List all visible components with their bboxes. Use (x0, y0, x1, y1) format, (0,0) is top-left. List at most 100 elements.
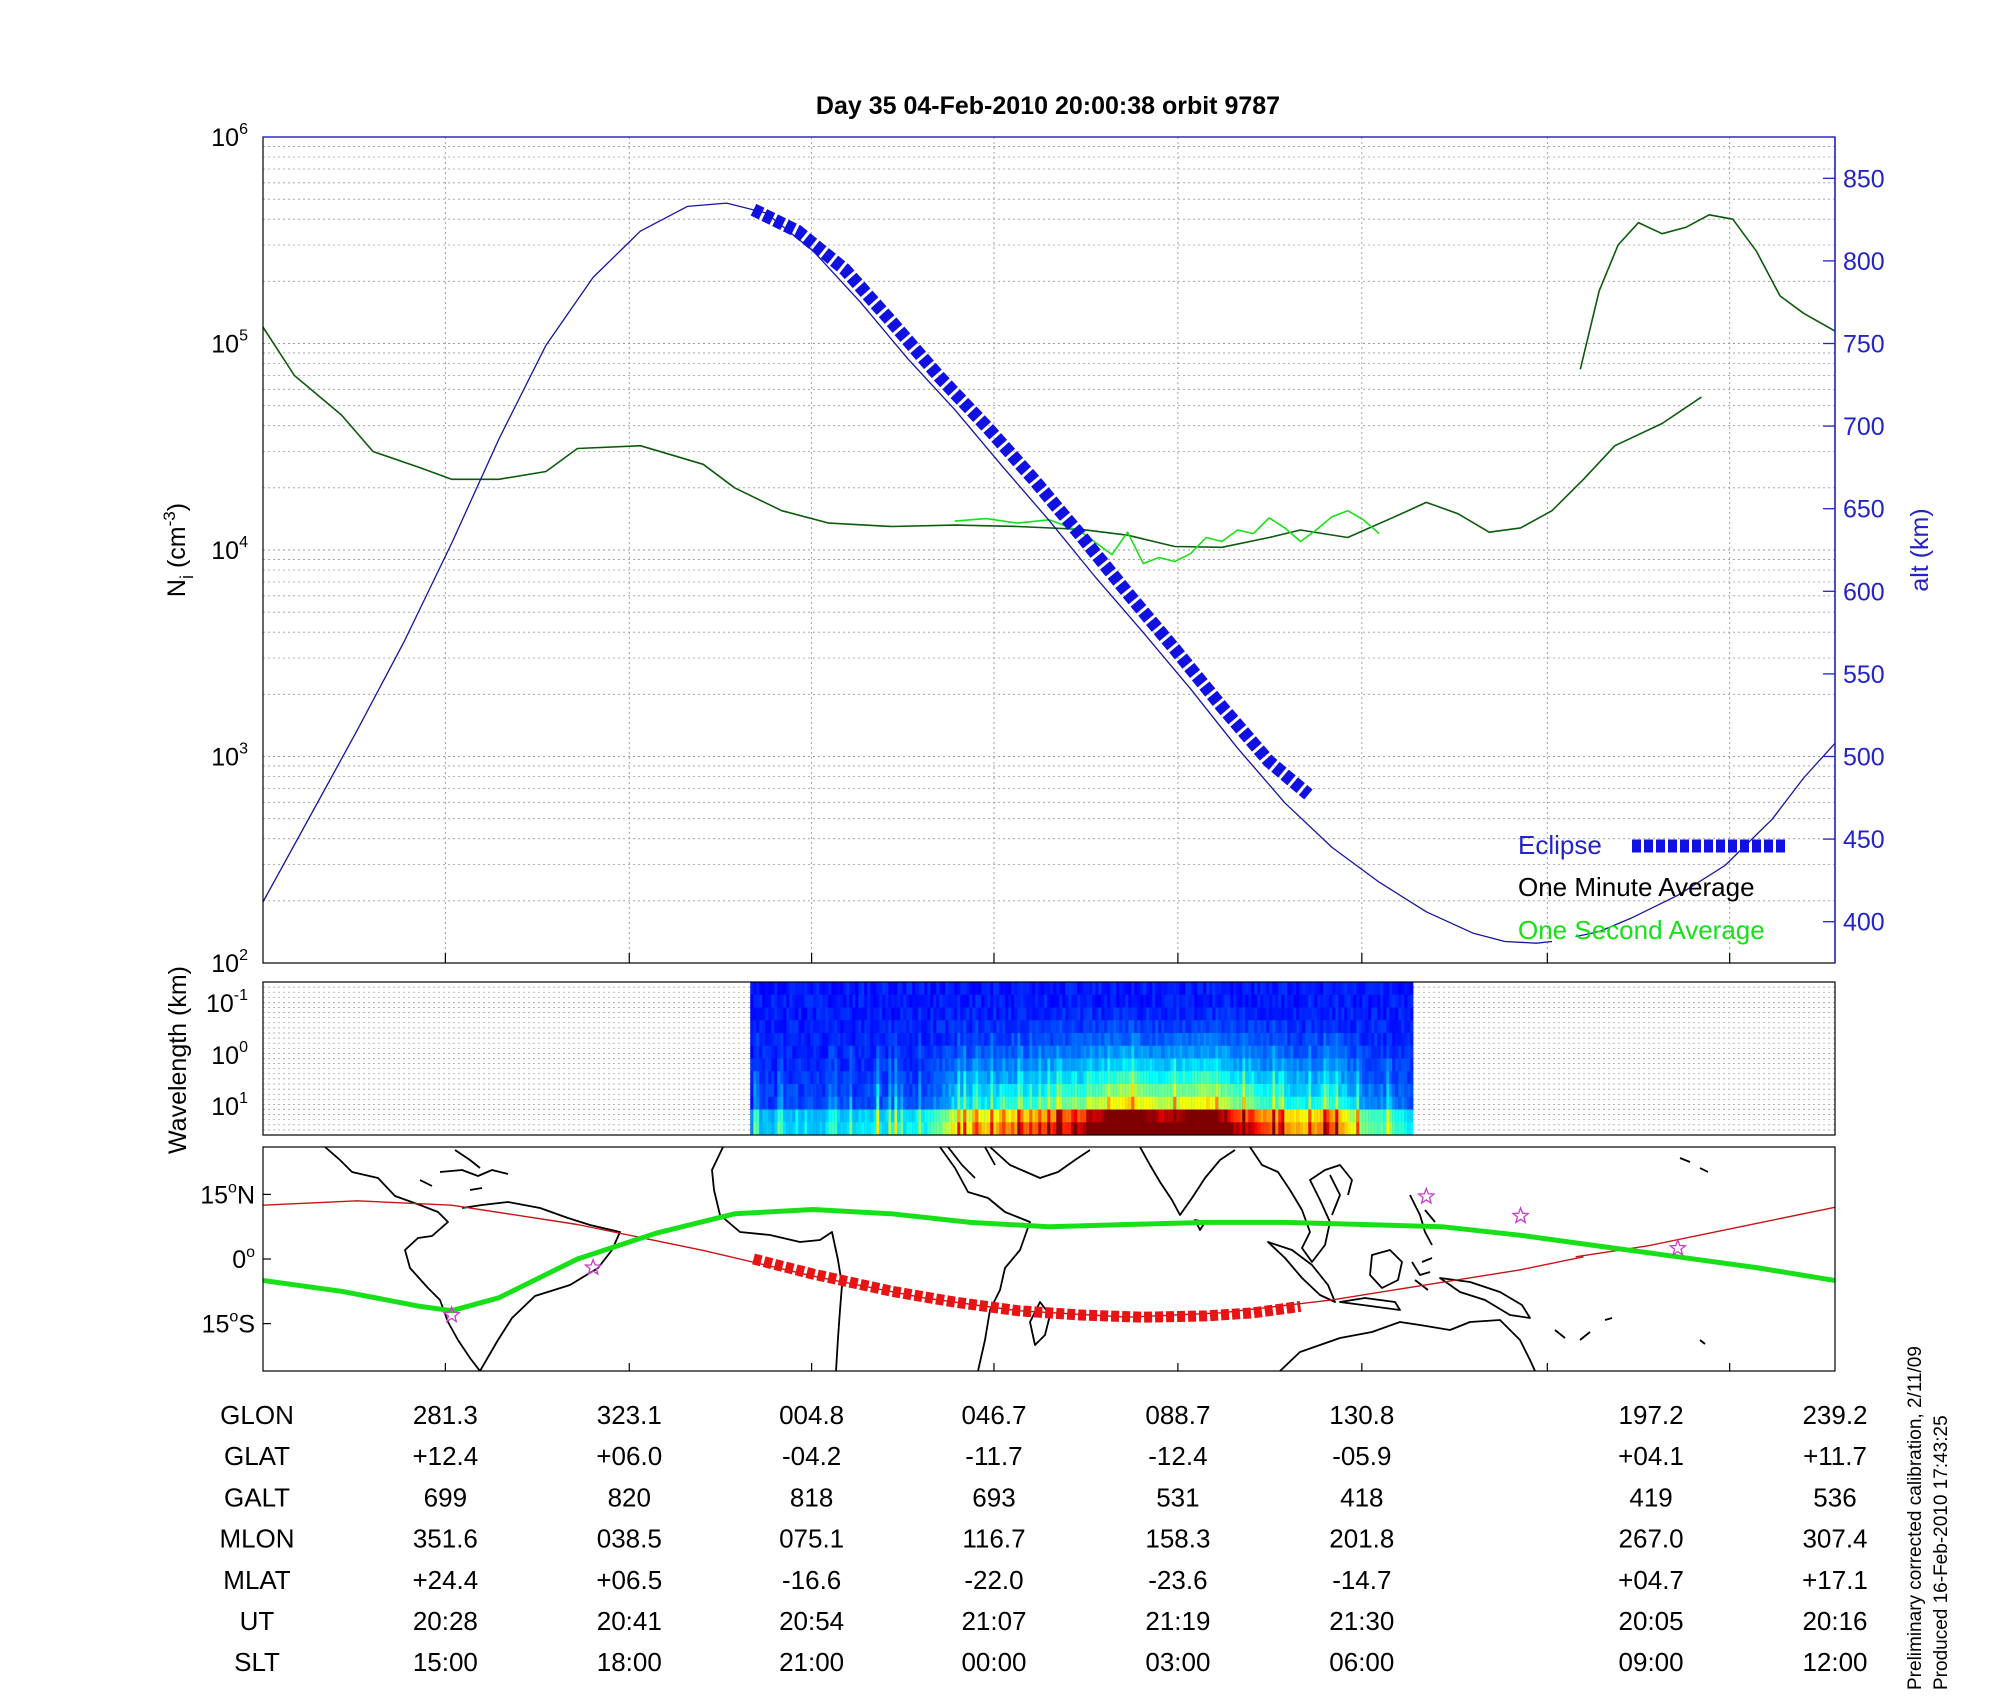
spectrogram-cell (1236, 1033, 1240, 1047)
coast-new-guinea (1439, 1277, 1531, 1319)
spectrogram-cell (750, 1020, 754, 1034)
map-x-ticks (444, 1363, 1731, 1371)
spectrogram-cell (1056, 1007, 1060, 1021)
spectrogram-cell (1377, 1033, 1381, 1047)
spectrogram-cell (1248, 1122, 1252, 1135)
spectrogram-cell (942, 1058, 946, 1072)
spectrogram-cell (1029, 1007, 1033, 1021)
spectrogram-cell (1323, 1007, 1327, 1021)
spectrogram-cell (1143, 1084, 1147, 1098)
spectrogram-cell (1134, 1071, 1138, 1085)
spectrogram-cell (1308, 1045, 1312, 1059)
spectrogram-cell (834, 1071, 838, 1085)
spectrogram-cell (846, 1071, 850, 1085)
spectrogram-cell (759, 1020, 763, 1034)
spectrogram-cell (1224, 1096, 1228, 1110)
spectrogram-cell (1344, 1109, 1348, 1123)
spectrogram-cell (939, 1058, 943, 1072)
spectrogram-cell (1380, 994, 1384, 1008)
spectrogram-cell (1251, 1109, 1255, 1123)
spectrogram-cell (798, 1058, 802, 1072)
alt-tick-label: 500 (1843, 744, 1885, 772)
spectrogram-cell (1224, 1122, 1228, 1135)
spectrogram-cell (924, 994, 928, 1008)
spectrogram-cell (1284, 1122, 1288, 1135)
spectrogram-cell (978, 982, 982, 996)
spectrogram-cell (1257, 1033, 1261, 1047)
spectrogram-cell (960, 1122, 964, 1135)
spectrogram-cell (1380, 982, 1384, 996)
spectrogram-cell (999, 1033, 1003, 1047)
spectrogram-cell (1050, 1058, 1054, 1072)
spectrogram-cell (1131, 982, 1135, 996)
spectrogram-cell (1326, 1084, 1330, 1098)
spectrogram-cell (1185, 982, 1189, 996)
spectrogram-cell (900, 1096, 904, 1110)
spectrogram-cell (855, 1058, 859, 1072)
spectrogram-cell (1005, 1096, 1009, 1110)
spectrogram-cell (1209, 1096, 1213, 1110)
spectrogram-cell (1272, 1007, 1276, 1021)
spectrogram-cell (1383, 1033, 1387, 1047)
spectrogram-cell (1212, 1071, 1216, 1085)
spectrogram-cell (1116, 1122, 1120, 1135)
spectrogram-cell (1236, 1084, 1240, 1098)
spectrogram-cell (1011, 1109, 1015, 1123)
spectrogram-cell (1092, 1084, 1096, 1098)
spectrogram-cell (1239, 1109, 1243, 1123)
spectrogram-cell (1392, 1058, 1396, 1072)
spectrogram-cell (1236, 1122, 1240, 1135)
spectrogram-cell (1002, 1045, 1006, 1059)
spectrogram-cell (915, 1109, 919, 1123)
spectrogram-cell (1236, 982, 1240, 996)
spectrogram-cell (1335, 1058, 1339, 1072)
spectrogram-cell (867, 994, 871, 1008)
spectrogram-cell (1359, 1045, 1363, 1059)
spectrogram-cell (975, 1045, 979, 1059)
spectrogram-cell (1212, 982, 1216, 996)
spectrogram-cell (1146, 1084, 1150, 1098)
spectrogram-cell (822, 1045, 826, 1059)
spectrogram-cell (885, 1058, 889, 1072)
spectrogram-cell (1104, 1122, 1108, 1135)
spectrogram-cell (1191, 1033, 1195, 1047)
spectrogram-cell (966, 1033, 970, 1047)
spectrogram-cell (1209, 1109, 1213, 1123)
spectrogram-cell (1299, 1058, 1303, 1072)
spectrogram-cell (1020, 1007, 1024, 1021)
spectrogram-cell (1245, 982, 1249, 996)
spectrogram-cell (1176, 1020, 1180, 1034)
spectrogram-cell (804, 1007, 808, 1021)
spectrogram-cell (1227, 1020, 1231, 1034)
spectrogram-cell (1263, 1096, 1267, 1110)
spectrogram-cell (795, 1122, 799, 1135)
spectrogram-cell (1140, 1071, 1144, 1085)
spectrogram-cell (1218, 1020, 1222, 1034)
spectrogram-cell (1053, 1020, 1057, 1034)
spectrogram-cell (1161, 982, 1165, 996)
spectrogram-cell (999, 1058, 1003, 1072)
spectrogram-cell (1008, 1071, 1012, 1085)
spectrogram-cell (1083, 1007, 1087, 1021)
spectrogram-cell (1224, 1045, 1228, 1059)
spectrogram-cell (1368, 1007, 1372, 1021)
spectrogram-cell (1257, 1071, 1261, 1085)
spectrogram-cell (942, 1045, 946, 1059)
spectrogram-cell (1158, 994, 1162, 1008)
spectrogram-cell (1173, 1071, 1177, 1085)
spectrogram-cell (1344, 1084, 1348, 1098)
spectrogram-cell (1386, 1096, 1390, 1110)
spectrogram-cell (810, 1071, 814, 1085)
spectrogram-cell (903, 1033, 907, 1047)
spectrogram-cell (843, 982, 847, 996)
spectrogram-cell (918, 1109, 922, 1123)
spectrogram-cell (834, 1007, 838, 1021)
spectrogram-cell (822, 1071, 826, 1085)
spectrogram-cell (1095, 1109, 1099, 1123)
spectrogram-cell (885, 1020, 889, 1034)
spectrogram-cell (855, 994, 859, 1008)
spectrogram-cell (996, 994, 1000, 1008)
spectrogram-cell (1056, 1122, 1060, 1135)
spectrogram-cell (1242, 1007, 1246, 1021)
spectrogram-cell (1230, 1058, 1234, 1072)
